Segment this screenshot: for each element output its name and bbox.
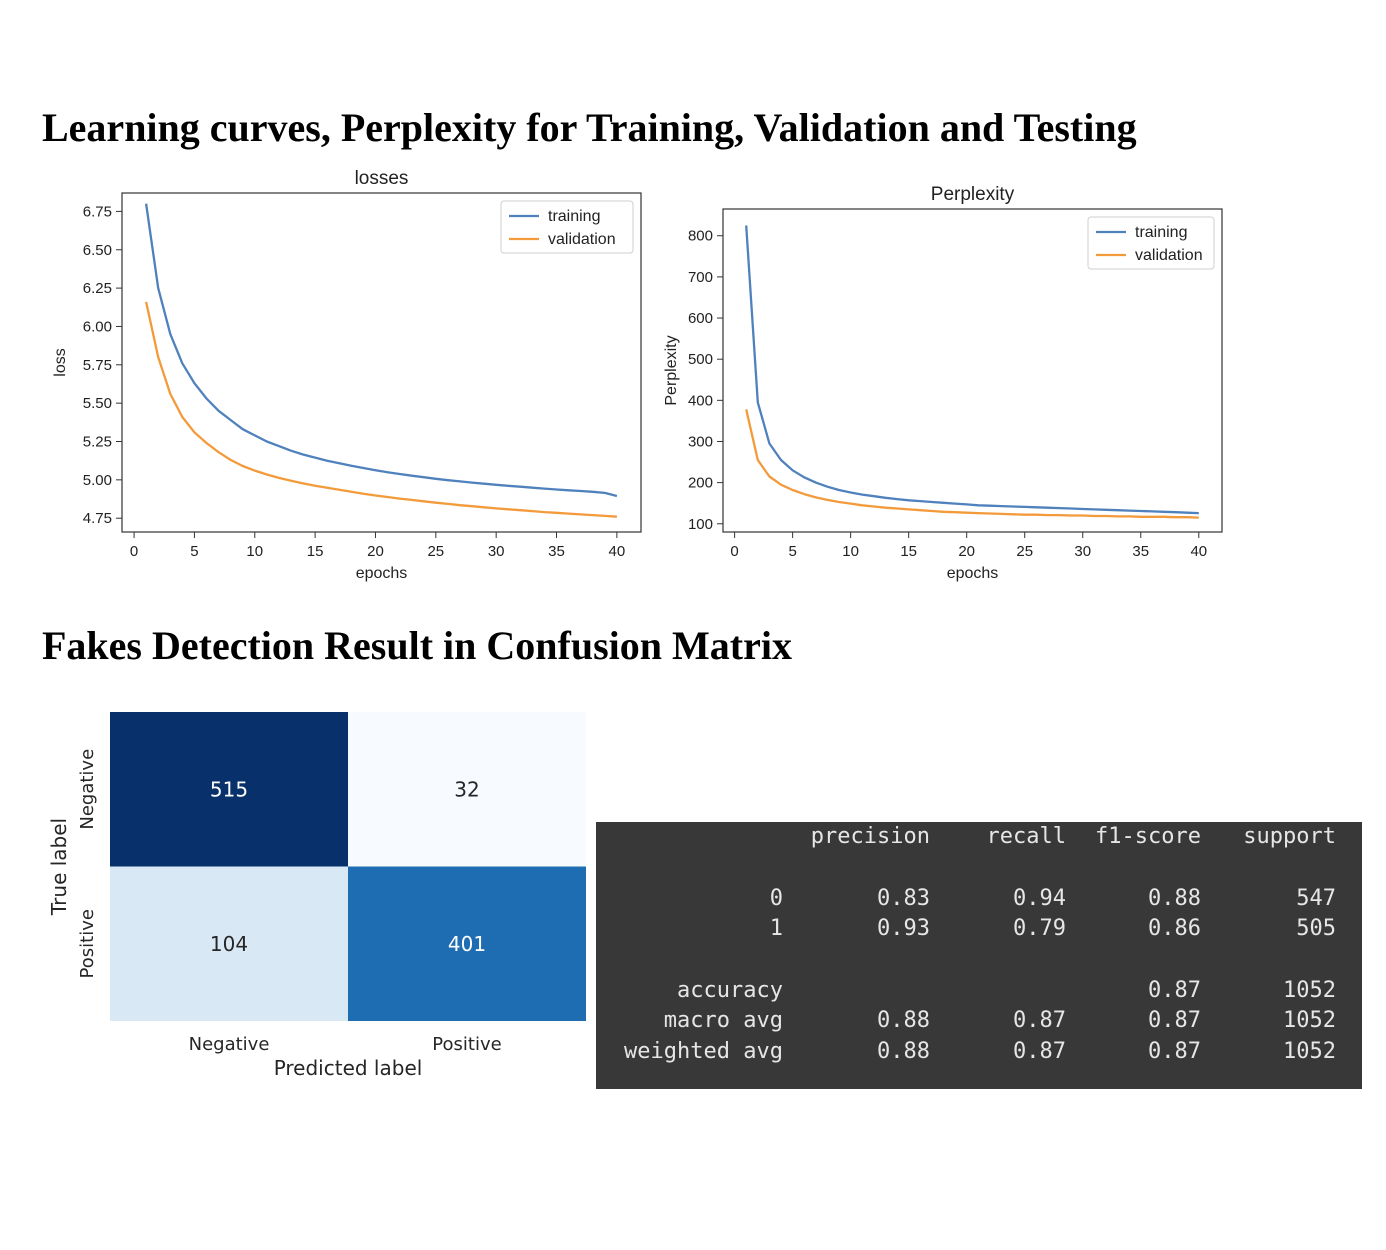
y-tick-label: 5.25 <box>83 433 112 450</box>
chart-title: Perplexity <box>931 184 1015 205</box>
cm-x-tick-label: Positive <box>432 1034 501 1055</box>
report-cell: 0.87 <box>1013 1008 1066 1033</box>
cm-cell <box>110 712 348 867</box>
report-cell: 0.79 <box>1013 916 1066 941</box>
series-line-validation <box>144 301 617 518</box>
report-row-label: 1 <box>769 916 783 941</box>
report-row-label: 0 <box>769 886 783 911</box>
cm-y-axis-label: True label <box>47 818 71 916</box>
cm-y-tick-label: Positive <box>77 909 98 978</box>
report-cell: 1052 <box>1283 1039 1336 1064</box>
x-tick-label: 15 <box>307 543 324 560</box>
cm-cell <box>348 866 586 1021</box>
x-axis-label: epochs <box>947 565 999 582</box>
y-tick-label: 400 <box>688 392 713 409</box>
report-cell: 0.87 <box>1148 978 1201 1003</box>
x-tick-label: 40 <box>1190 543 1207 560</box>
cm-cell-value: 401 <box>448 932 486 956</box>
x-tick-label: 5 <box>190 543 198 560</box>
plot-frame <box>121 192 642 533</box>
y-tick-label: 200 <box>688 475 713 492</box>
legend-label-training: training <box>1135 224 1187 241</box>
y-tick-label: 6.50 <box>83 242 112 259</box>
report-cell: 0.83 <box>877 886 930 911</box>
y-tick-label: 100 <box>688 516 713 533</box>
legend-label-validation: validation <box>548 231 616 248</box>
y-tick-label: 700 <box>688 269 713 286</box>
y-tick-label: 5.00 <box>83 472 112 489</box>
learning-curves-heading: Learning curves, Perplexity for Training… <box>42 105 1137 150</box>
y-tick-label: 4.75 <box>83 510 112 527</box>
y-tick-label: 5.50 <box>83 395 112 412</box>
report-cell: 0.86 <box>1148 916 1201 941</box>
legend-box <box>1087 216 1215 270</box>
y-tick-label: 5.75 <box>83 357 112 374</box>
x-tick-label: 30 <box>1074 543 1091 560</box>
report-cell: 0.88 <box>1148 886 1201 911</box>
report-cell: 1052 <box>1283 1008 1336 1033</box>
report-header-cell: support <box>1243 824 1336 849</box>
series-line-training <box>745 225 1199 515</box>
y-tick-label: 300 <box>688 433 713 450</box>
x-tick-label: 25 <box>1016 543 1033 560</box>
report-header-cell: f1-score <box>1095 824 1201 849</box>
cm-cell-value: 32 <box>454 777 479 801</box>
cm-cell-value: 515 <box>210 777 248 801</box>
cm-cell <box>348 712 586 867</box>
x-tick-label: 10 <box>246 543 263 560</box>
legend-box <box>500 200 634 254</box>
x-tick-label: 10 <box>842 543 859 560</box>
x-tick-label: 25 <box>427 543 444 560</box>
y-axis-label: loss <box>52 348 69 376</box>
report-cell: 0.88 <box>877 1039 930 1064</box>
x-tick-label: 40 <box>609 543 626 560</box>
report-cell: 0.94 <box>1013 886 1066 911</box>
plot-frame <box>722 208 1223 533</box>
report-cell: 0.87 <box>1148 1008 1201 1033</box>
y-tick-label: 6.75 <box>83 203 112 220</box>
legend-label-validation: validation <box>1135 247 1203 264</box>
y-tick-label: 6.00 <box>83 318 112 335</box>
report-cell: 547 <box>1296 886 1336 911</box>
cm-cell-value: 104 <box>210 932 248 956</box>
y-tick-label: 500 <box>688 351 713 368</box>
report-cell: 0.87 <box>1013 1039 1066 1064</box>
x-tick-label: 15 <box>900 543 917 560</box>
report-cell: 0.88 <box>877 1008 930 1033</box>
cm-x-axis-label: Predicted label <box>274 1056 423 1080</box>
series-line-validation <box>745 409 1199 519</box>
report-row-label: accuracy <box>677 978 783 1003</box>
y-axis-label: Perplexity <box>663 335 680 405</box>
x-tick-label: 5 <box>788 543 796 560</box>
x-tick-label: 0 <box>130 543 138 560</box>
report-cell: 1052 <box>1283 978 1336 1003</box>
x-tick-label: 0 <box>730 543 738 560</box>
cm-x-tick-label: Negative <box>189 1034 270 1055</box>
classification-report: precision recall f1-score support 0 0.83 0.94 0… <box>596 822 1362 1089</box>
report-header-cell: precision <box>810 824 930 849</box>
x-tick-label: 20 <box>958 543 975 560</box>
x-tick-label: 35 <box>1132 543 1149 560</box>
x-tick-label: 30 <box>488 543 505 560</box>
report-cell: 505 <box>1296 916 1336 941</box>
x-axis-label: epochs <box>356 565 408 582</box>
x-tick-label: 35 <box>548 543 565 560</box>
series-line-training <box>144 203 618 498</box>
report-cell: 0.93 <box>877 916 930 941</box>
y-tick-label: 6.25 <box>83 280 112 297</box>
y-tick-label: 800 <box>688 228 713 245</box>
cm-y-tick-label: Negative <box>77 749 98 830</box>
report-row-label: weighted avg <box>624 1039 783 1064</box>
y-tick-label: 600 <box>688 310 713 327</box>
report-header-cell: recall <box>986 824 1066 849</box>
x-tick-label: 20 <box>367 543 384 560</box>
cm-cell <box>110 866 348 1021</box>
legend-label-training: training <box>548 208 600 225</box>
report-row-label: macro avg <box>663 1008 783 1033</box>
chart-title: losses <box>355 168 409 189</box>
confusion-matrix-heading: Fakes Detection Result in Confusion Matr… <box>42 623 792 668</box>
report-cell: 0.87 <box>1148 1039 1201 1064</box>
